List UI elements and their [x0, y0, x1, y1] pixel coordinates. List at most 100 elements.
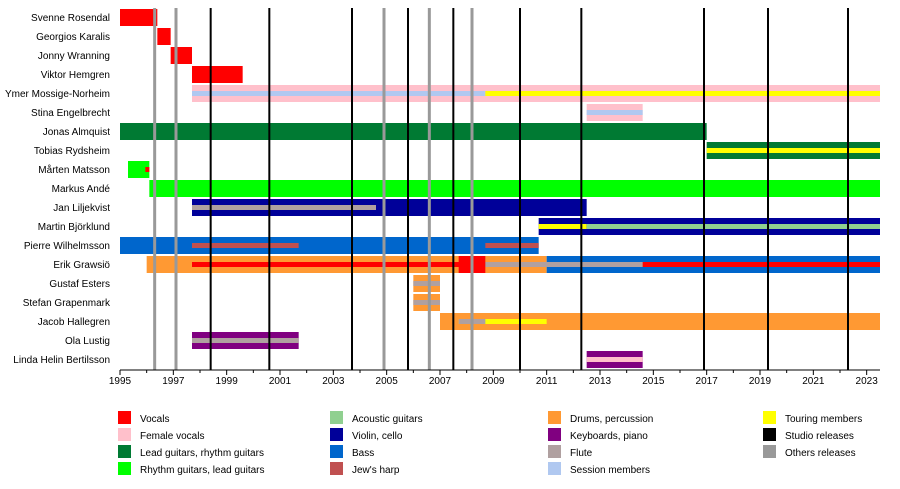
member-label: Stefan Grapenmark — [23, 298, 111, 309]
member-rows: Svenne Rosendal Georgios Karalis Jonny Wra… — [5, 13, 111, 366]
legend-item-lead-guitars: Lead guitars, rhythm guitars — [118, 445, 264, 459]
release-lines — [153, 8, 849, 370]
legend-swatch — [118, 411, 131, 424]
x-tick-label: 2007 — [429, 376, 452, 387]
member-label: Jan Liljekvist — [53, 203, 110, 214]
legend-item-vocals: Vocals — [118, 411, 169, 425]
bar-jan-liljekvist-violin — [192, 199, 587, 216]
legend-label: Bass — [352, 448, 374, 459]
legend-label: Rhythm guitars, lead guitars — [140, 465, 265, 476]
legend-item-bass: Bass — [330, 445, 374, 459]
x-tick-label: 2023 — [856, 376, 879, 387]
member-label: Tobias Rydsheim — [34, 146, 110, 157]
legend-label: Violin, cello — [352, 431, 403, 442]
legend-label: Flute — [570, 448, 593, 459]
x-tick-label: 2015 — [642, 376, 665, 387]
legend-label: Acoustic guitars — [352, 414, 423, 425]
legend-item-jews-harp: Jew's harp — [330, 462, 400, 476]
bar-tobias-rydsheim-touring — [706, 148, 880, 153]
legend-swatch — [330, 428, 343, 441]
x-tick-label: 1995 — [109, 376, 132, 387]
bar-erik-grawsio-flute — [485, 262, 643, 267]
x-tick-label: 2009 — [482, 376, 505, 387]
member-label: Jonas Almquist — [43, 127, 110, 138]
bar-jacob-hallegren-touring — [458, 319, 547, 324]
member-label: Ymer Mossige-Norheim — [5, 89, 110, 100]
x-tick-label: 2011 — [536, 376, 558, 387]
bar-georgios-karalis-vocals — [157, 28, 171, 45]
x-tick-label: 2005 — [376, 376, 399, 387]
member-label: Pierre Wilhelmsson — [24, 241, 110, 252]
bar-ymer-mossige-norheim-touring — [485, 91, 880, 96]
bar-marten-matsson-vocals — [145, 167, 150, 172]
member-label: Erik Grawsiö — [53, 260, 110, 271]
bar-viktor-hemgren-vocals — [192, 66, 243, 83]
legend-item-studio: Studio releases — [763, 428, 854, 442]
bar-stefan-grapenmark-flute — [413, 300, 440, 305]
bar-martin-bjorklund-acoustic-guitars — [586, 224, 880, 229]
bar-jonas-almquist-lead-guitars — [120, 123, 707, 140]
legend-swatch — [330, 462, 343, 475]
bar-markus-ande-rhythm-guitars — [149, 180, 881, 197]
member-label: Jonny Wranning — [38, 51, 110, 62]
x-axis: 1995 1997 1999 2001 2003 2005 2007 2009 2011 2013… — [109, 369, 880, 387]
legend-swatch — [763, 428, 776, 441]
x-tick-label: 2019 — [749, 376, 772, 387]
legend-label: Lead guitars, rhythm guitars — [140, 448, 264, 459]
member-label: Ola Lustig — [65, 336, 110, 347]
member-label: Martin Björklund — [38, 222, 110, 233]
x-tick-label: 2017 — [696, 376, 719, 387]
legend: Vocals Female vocals Lead guitars, rhythm … — [118, 411, 862, 476]
bar-pierre-wilhelmsson-jews-harp — [485, 243, 539, 248]
x-tick-label: 2003 — [322, 376, 345, 387]
legend-swatch — [330, 411, 343, 424]
legend-item-rhythm-guitars: Rhythm guitars, lead guitars — [118, 462, 265, 476]
bar-jan-liljekvist-flute — [192, 205, 376, 210]
bar-stina-engelbrecht-session — [586, 110, 643, 115]
legend-item-drums: Drums, percussion — [548, 411, 653, 425]
legend-label: Keyboards, piano — [570, 431, 648, 442]
legend-item-acoustic-guitars: Acoustic guitars — [330, 411, 423, 425]
member-label: Linda Helin Bertilsson — [13, 355, 110, 366]
legend-item-flute: Flute — [548, 445, 593, 459]
legend-label: Session members — [570, 465, 650, 476]
legend-swatch — [548, 428, 561, 441]
bar-gustaf-esters-flute — [413, 281, 440, 286]
x-tick-label: 1997 — [162, 376, 185, 387]
legend-swatch — [118, 428, 131, 441]
x-tick-label: 2001 — [269, 376, 292, 387]
bar-linda-helin-bertilsson-female-vocals — [586, 357, 643, 362]
member-bars — [120, 9, 881, 368]
legend-label: Vocals — [140, 414, 169, 425]
legend-label: Drums, percussion — [570, 414, 653, 425]
legend-item-touring: Touring members — [763, 411, 862, 425]
x-tick-label: 2013 — [589, 376, 612, 387]
legend-swatch — [548, 462, 561, 475]
legend-swatch — [330, 445, 343, 458]
bar-pierre-wilhelmsson-jews-harp — [192, 243, 299, 248]
x-tick-label: 1999 — [216, 376, 239, 387]
member-label: Stina Engelbrecht — [31, 108, 110, 119]
legend-swatch — [548, 445, 561, 458]
bar-ymer-mossige-norheim-session — [192, 91, 486, 96]
member-label: Jacob Hallegren — [38, 317, 110, 328]
member-label: Viktor Hemgren — [41, 70, 110, 81]
bar-jacob-hallegren-drums — [440, 313, 880, 330]
legend-label: Jew's harp — [352, 465, 400, 476]
legend-swatch — [548, 411, 561, 424]
legend-label: Female vocals — [140, 431, 204, 442]
legend-item-female-vocals: Female vocals — [118, 428, 204, 442]
legend-swatch — [118, 445, 131, 458]
legend-swatch — [763, 411, 776, 424]
legend-swatch — [118, 462, 131, 475]
bar-svenne-rosendal-vocals — [120, 9, 158, 26]
bar-marten-matsson-rhythm-guitars — [128, 161, 150, 178]
legend-label: Others releases — [785, 448, 856, 459]
legend-item-keyboards: Keyboards, piano — [548, 428, 648, 442]
legend-item-violin: Violin, cello — [330, 428, 403, 442]
member-label: Svenne Rosendal — [31, 13, 110, 24]
legend-swatch — [763, 445, 776, 458]
member-label: Georgios Karalis — [36, 32, 110, 43]
x-tick-label: 2021 — [802, 376, 825, 387]
